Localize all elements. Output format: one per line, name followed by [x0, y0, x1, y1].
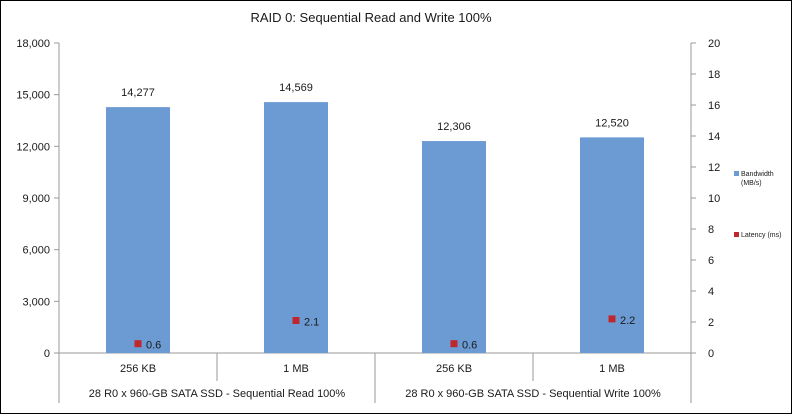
- legend-swatch-bandwidth: [734, 171, 739, 176]
- latency-marker: [608, 315, 616, 323]
- category-label: 256 KB: [120, 363, 156, 375]
- right-tick-label: 14: [708, 131, 720, 143]
- left-tick-label: 12,000: [16, 141, 50, 153]
- bandwidth-data-label: 12,520: [595, 117, 629, 129]
- legend-swatch-latency: [734, 232, 739, 237]
- category-label: 1 MB: [283, 363, 309, 375]
- right-tick-label: 0: [708, 348, 714, 360]
- bandwidth-bar: [106, 107, 170, 353]
- latency-data-label: 2.1: [304, 316, 319, 328]
- right-tick-label: 20: [708, 38, 720, 50]
- latency-data-label: 2.2: [620, 315, 635, 327]
- right-tick-label: 8: [708, 224, 714, 236]
- left-tick-label: 9,000: [22, 193, 50, 205]
- latency-marker: [450, 340, 458, 348]
- bandwidth-data-label: 14,277: [121, 87, 155, 99]
- left-tick-label: 6,000: [22, 245, 50, 257]
- left-tick-label: 15,000: [16, 90, 50, 102]
- legend-label-bandwidth: Bandwidth: [741, 171, 774, 178]
- left-tick-label: 3,000: [22, 296, 50, 308]
- right-tick-label: 4: [708, 286, 714, 298]
- bandwidth-bar: [422, 141, 486, 353]
- latency-marker: [134, 340, 142, 348]
- category-label: 1 MB: [599, 363, 625, 375]
- chart-title: RAID 0: Sequential Read and Write 100%: [250, 10, 492, 25]
- bandwidth-bar: [264, 102, 328, 353]
- category-label: 256 KB: [436, 363, 472, 375]
- right-tick-label: 18: [708, 69, 720, 81]
- latency-marker: [292, 316, 300, 324]
- right-tick-label: 16: [708, 100, 720, 112]
- group-label: 28 R0 x 960-GB SATA SSD - Sequential Wri…: [405, 388, 661, 400]
- right-tick-label: 10: [708, 193, 720, 205]
- bandwidth-data-label: 12,306: [437, 121, 471, 133]
- legend-label-latency: Latency (ms): [741, 232, 781, 239]
- plot-area: 0 3,000 6,000 9,000 12,000 15,000 18,000 0 2 4 6 8 1…: [16, 38, 781, 403]
- bandwidth-data-label: 14,569: [279, 82, 313, 94]
- group-label: 28 R0 x 960-GB SATA SSD - Sequential Rea…: [89, 388, 346, 400]
- latency-data-label: 0.6: [146, 340, 161, 352]
- right-tick-label: 12: [708, 162, 720, 174]
- right-tick-label: 2: [708, 317, 714, 329]
- left-tick-label: 18,000: [16, 38, 50, 50]
- left-tick-label: 0: [44, 348, 50, 360]
- latency-data-label: 0.6: [462, 340, 477, 352]
- right-tick-label: 6: [708, 255, 714, 267]
- legend-label-bandwidth-unit: (MB/s): [741, 180, 762, 187]
